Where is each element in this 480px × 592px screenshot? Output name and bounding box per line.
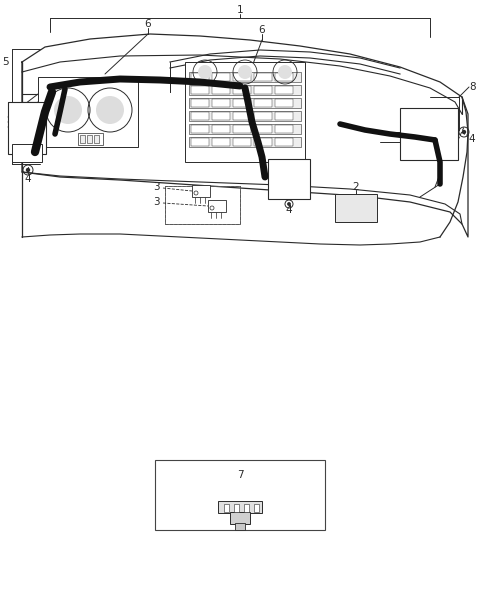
Bar (268, 159, 310, 199)
Bar (254, 73, 272, 81)
Bar (234, 504, 239, 512)
Bar (191, 86, 209, 94)
Bar (233, 125, 251, 133)
Text: 4: 4 (24, 174, 31, 184)
Circle shape (278, 65, 292, 79)
Bar (212, 125, 230, 133)
Bar (233, 99, 251, 107)
Text: 4: 4 (468, 134, 475, 144)
Text: 3: 3 (153, 182, 159, 192)
Bar (244, 504, 249, 512)
Bar (218, 501, 262, 513)
Bar (94, 135, 99, 143)
Bar (165, 186, 240, 224)
Circle shape (463, 130, 466, 134)
Bar (254, 112, 272, 120)
Bar (189, 85, 301, 95)
Bar (212, 73, 230, 81)
Bar (165, 186, 240, 224)
Text: 4: 4 (286, 205, 292, 215)
Bar (189, 98, 301, 108)
Bar (275, 138, 293, 146)
Bar (189, 111, 301, 121)
Text: 8: 8 (470, 82, 476, 92)
Bar (254, 99, 272, 107)
Bar (212, 112, 230, 120)
Bar (275, 86, 293, 94)
Bar (254, 138, 272, 146)
Bar (191, 73, 209, 81)
Text: 1: 1 (237, 5, 243, 15)
Text: 5: 5 (2, 57, 8, 67)
Bar (335, 194, 377, 222)
Bar (208, 200, 226, 212)
Bar (233, 86, 251, 94)
Bar (275, 125, 293, 133)
Text: 3: 3 (153, 197, 159, 207)
Bar (212, 138, 230, 146)
Text: 7: 7 (237, 471, 243, 480)
Text: 6: 6 (144, 19, 151, 29)
Bar (275, 73, 293, 81)
Bar (233, 73, 251, 81)
Bar (8, 102, 46, 154)
Bar (12, 144, 42, 162)
Bar (212, 86, 230, 94)
Bar (78, 133, 103, 145)
Bar (400, 108, 458, 160)
Bar (275, 99, 293, 107)
Bar (191, 112, 209, 120)
Bar (189, 137, 301, 147)
Bar (189, 72, 301, 82)
Bar (87, 135, 92, 143)
Bar (224, 504, 229, 512)
Bar (38, 77, 138, 147)
Bar (80, 135, 85, 143)
Bar (233, 112, 251, 120)
Text: 6: 6 (259, 25, 265, 35)
Bar (155, 460, 325, 530)
Circle shape (238, 65, 252, 79)
Bar (189, 124, 301, 134)
Bar (191, 125, 209, 133)
Bar (230, 512, 250, 524)
Bar (254, 86, 272, 94)
Bar (254, 125, 272, 133)
Circle shape (198, 65, 212, 79)
Bar (254, 504, 259, 512)
Bar (185, 62, 305, 162)
Circle shape (96, 96, 124, 124)
Bar (191, 138, 209, 146)
Bar (233, 138, 251, 146)
Bar (192, 185, 210, 197)
Circle shape (26, 169, 29, 172)
Circle shape (54, 96, 82, 124)
Bar (191, 99, 209, 107)
Bar (212, 99, 230, 107)
Circle shape (288, 203, 290, 205)
Bar (275, 112, 293, 120)
Bar (235, 523, 245, 530)
Text: 2: 2 (353, 182, 360, 192)
